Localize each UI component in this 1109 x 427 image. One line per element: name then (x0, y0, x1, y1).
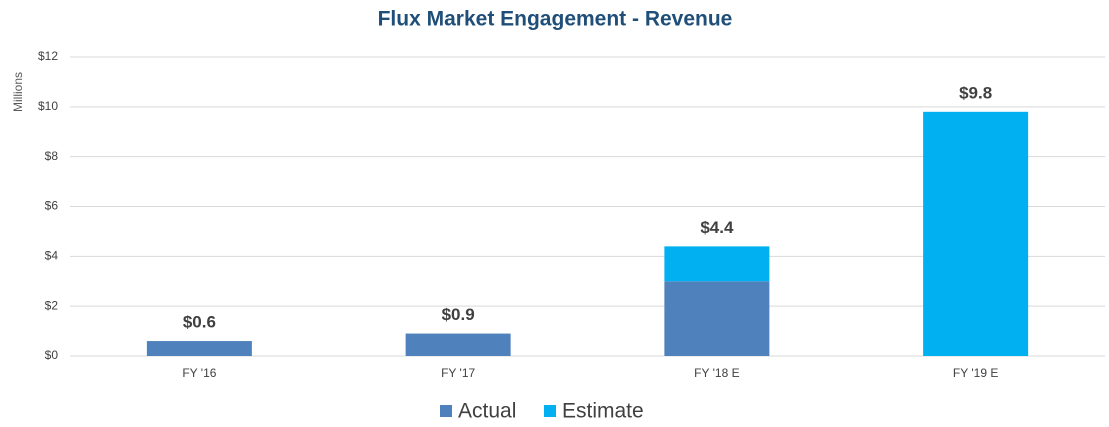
total-label: $4.4 (700, 218, 734, 237)
x-tick-label: FY '16 (182, 366, 216, 380)
bar-segment (923, 111, 1029, 356)
legend-label: Estimate (562, 400, 644, 423)
total-label: $9.8 (959, 83, 992, 102)
bar-segment (405, 333, 511, 356)
legend-label: Actual (458, 400, 516, 423)
y-tick-label: $6 (45, 199, 59, 213)
total-label: $0.6 (183, 313, 216, 332)
bar-segment (664, 281, 770, 356)
total-label: $0.9 (442, 305, 475, 324)
y-tick-label: $8 (45, 149, 59, 163)
x-tick-label: FY '18 E (694, 366, 739, 380)
y-axis-label: Millions (11, 72, 25, 112)
y-tick-label: $12 (38, 49, 58, 63)
chart-title: Flux Market Engagement - Revenue (378, 8, 733, 31)
y-tick-label: $10 (38, 99, 58, 113)
y-tick-label: $4 (45, 249, 59, 263)
legend-swatch (440, 405, 452, 417)
bar-segment (146, 341, 252, 356)
x-tick-label: FY '17 (441, 366, 475, 380)
y-tick-label: $2 (45, 298, 59, 312)
y-tick-label: $0 (45, 348, 59, 362)
bar-segment (664, 246, 770, 282)
legend-swatch (544, 405, 556, 417)
x-tick-label: FY '19 E (953, 366, 998, 380)
